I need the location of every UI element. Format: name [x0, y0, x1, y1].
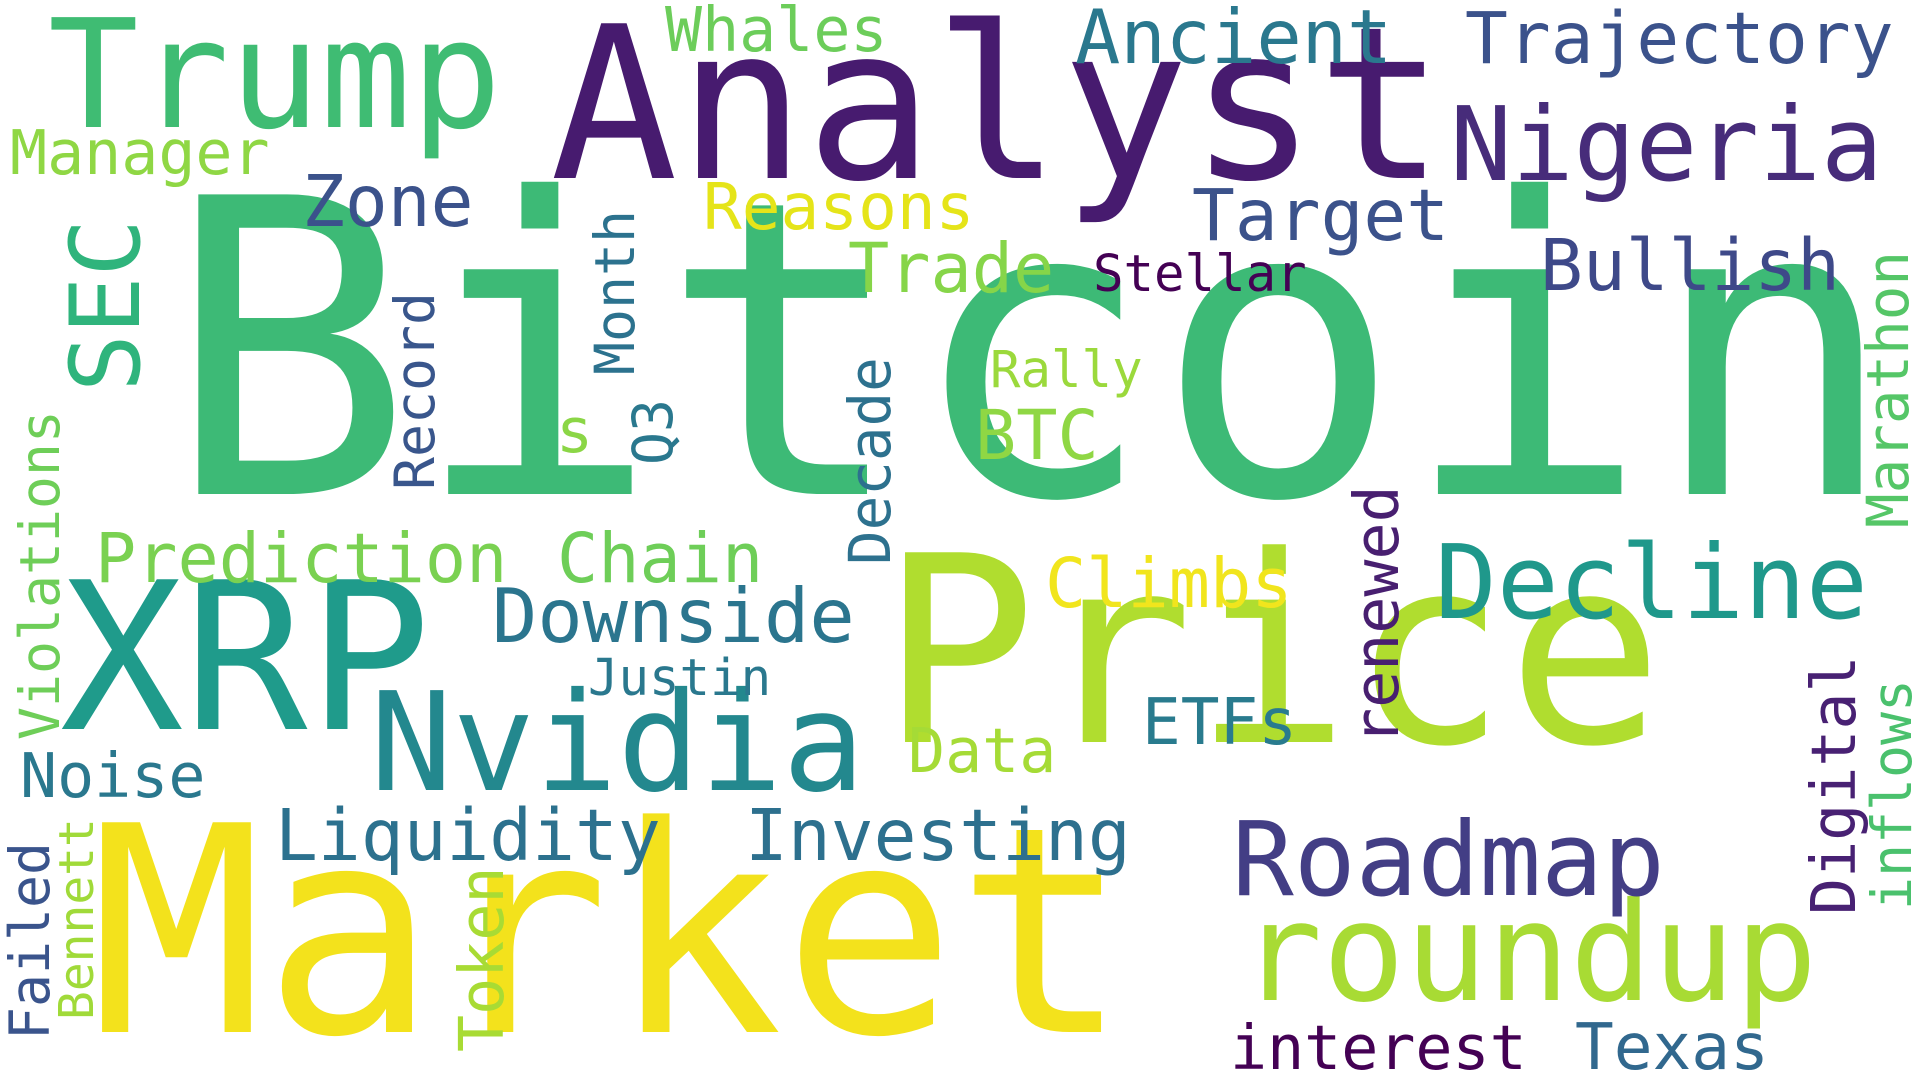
word-trajectory: Trajectory	[1465, 0, 1894, 80]
word-bennett: Bennett	[49, 818, 105, 1020]
word-rally: Rally	[990, 339, 1143, 399]
word-downside: Downside	[492, 572, 855, 661]
word-chain: Chain	[557, 519, 764, 600]
word-decline: Decline	[1435, 524, 1868, 644]
word-investing: Investing	[745, 793, 1131, 877]
word-renewed: renewed	[1340, 485, 1413, 745]
word-nigeria: Nigeria	[1450, 86, 1883, 206]
word-liquidity: Liquidity	[275, 793, 661, 877]
word-trade: Trade	[848, 229, 1055, 310]
word-climbs: Climbs	[1045, 544, 1293, 625]
word-zone: Zone	[302, 159, 474, 243]
word-btc: BTC	[975, 396, 1099, 477]
word-month: Month	[582, 210, 647, 375]
word-roadmap: Roadmap	[1232, 801, 1665, 921]
word-marathon: Marathon	[1855, 251, 1920, 528]
word-data: Data	[908, 715, 1057, 788]
word-inflows: inflows	[1860, 679, 1920, 910]
word-nvidia: Nvidia	[370, 664, 865, 824]
word-prediction: Prediction	[95, 519, 508, 600]
word-roundup: roundup	[1240, 874, 1818, 1034]
word-s: s	[556, 395, 594, 468]
word-analyst: Analyst	[550, 0, 1445, 229]
word-record: Record	[382, 292, 447, 490]
word-target: Target	[1192, 173, 1450, 257]
word-ancient: Ancient	[1075, 0, 1393, 81]
word-noise: Noise	[20, 740, 206, 813]
word-interest: interest	[1230, 1012, 1527, 1080]
word-justin: Justin	[588, 647, 772, 707]
word-xrp: XRP	[60, 538, 432, 778]
word-sec: SEC	[50, 218, 163, 392]
word-bitcoin: Bitcoin	[165, 113, 1898, 592]
word-trump: Trump	[48, 0, 502, 163]
word-token: Token	[445, 866, 518, 1052]
word-bullish: Bullish	[1540, 223, 1841, 307]
word-reasons: Reasons	[703, 169, 975, 245]
word-manager: Manager	[10, 117, 270, 190]
word-stellar: Stellar	[1093, 243, 1307, 303]
word-decade: Decade	[837, 357, 905, 565]
word-market: Market	[90, 764, 1130, 1080]
word-etfs: ETFs	[1142, 684, 1298, 760]
word-price: Price	[880, 500, 1664, 804]
word-violations: Violations	[7, 410, 72, 740]
word-texas: Texas	[1575, 1009, 1769, 1080]
word-whales: Whales	[665, 0, 888, 66]
word-digital: Digital	[1797, 655, 1870, 915]
word-q3: Q3	[620, 399, 685, 465]
